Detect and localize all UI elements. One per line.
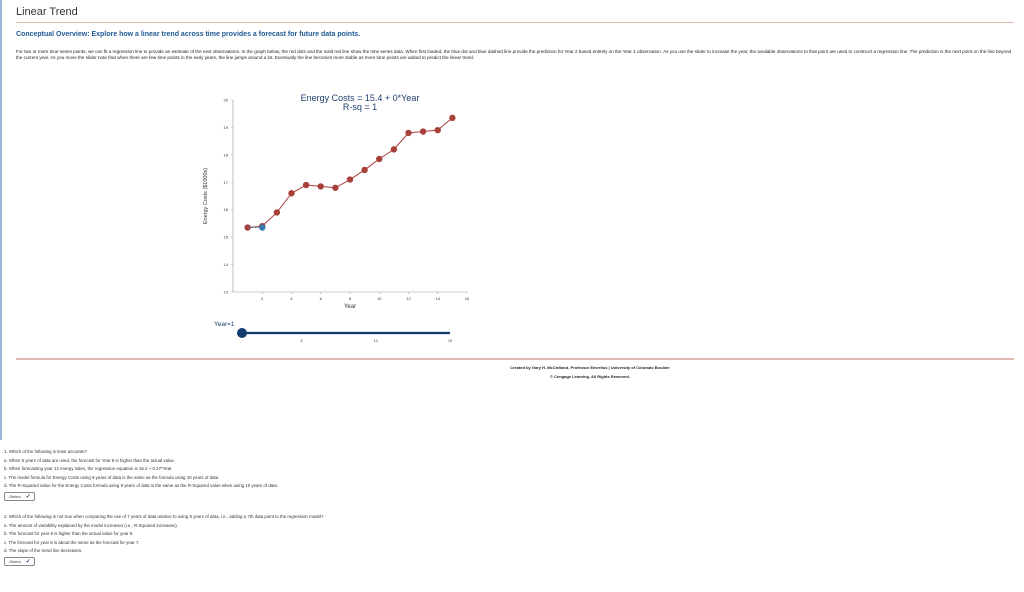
x-tick-label: 6 — [320, 296, 323, 301]
intro-text: For two or more time series points, we c… — [16, 49, 1012, 61]
answer-select[interactable]: -Select- ✓ — [4, 491, 35, 501]
chart-subtitle: R-sq = 1 — [343, 102, 377, 112]
data-point — [434, 126, 441, 134]
slider-tick-label: 10 — [374, 339, 378, 343]
select-label: -Select- — [8, 493, 22, 499]
line-chart: Energy Costs = 15.4 + 0*Year R-sq = 1 Ye… — [203, 93, 470, 343]
data-point — [317, 183, 324, 190]
page-title: Linear Trend — [16, 6, 78, 18]
select-label: -Select- — [8, 558, 22, 564]
x-tick-label: 16 — [465, 296, 470, 301]
data-point — [332, 184, 339, 191]
data-point — [273, 209, 281, 216]
option: c. The model formula for Energy Costs us… — [4, 474, 220, 480]
option: b. The forecast for year 8 is higher tha… — [4, 531, 134, 536]
option: b. When forecasting year 12 energy sales… — [4, 466, 173, 471]
divider — [16, 22, 1014, 23]
x-tick-label: 14 — [436, 296, 441, 301]
chevron-down-icon: ✓ — [25, 558, 31, 565]
option: c. The forecast for year 8 is about the … — [4, 539, 140, 545]
x-tick-label: 8 — [349, 296, 352, 301]
x-axis-label: Year — [344, 304, 356, 310]
y-tick-label: 20 — [224, 98, 229, 103]
question-prompt: 2. Which of the following is not true wh… — [4, 514, 324, 519]
answer-select[interactable]: -Select- ✓ — [4, 556, 35, 566]
y-tick-label: 18 — [224, 152, 229, 157]
slider-handle[interactable] — [237, 328, 247, 338]
question-1: 1. Which of the following is least accur… — [4, 448, 278, 501]
y-tick-label: 14 — [224, 262, 229, 267]
option: a. When 8 years of data are used, the fo… — [4, 457, 176, 463]
credit-text: Created by Gary H. McClelland, Professor… — [510, 365, 670, 370]
question-2: 2. Which of the following is not true wh… — [4, 513, 324, 566]
option: d. The slope of the trend line decreases… — [4, 548, 83, 553]
data-point — [302, 181, 310, 189]
y-tick-label: 19 — [224, 125, 229, 130]
question-prompt: 1. Which of the following is least accur… — [4, 449, 87, 454]
data-point — [361, 166, 368, 174]
data-point — [405, 129, 412, 137]
option: a. The amount of variability explained b… — [4, 522, 178, 528]
x-tick-label: 10 — [377, 296, 382, 301]
option: d. The R-Squared value for the Energy Co… — [4, 483, 278, 488]
x-tick-label: 12 — [406, 296, 411, 301]
data-point — [390, 146, 398, 153]
chevron-down-icon: ✓ — [25, 493, 31, 500]
x-tick-label: 4 — [290, 296, 293, 301]
slider-tick-label: 5 — [300, 339, 302, 343]
chart-title: Energy Costs = 15.4 + 0*Year — [301, 93, 420, 103]
y-tick-label: 17 — [224, 180, 229, 185]
prediction-point — [259, 224, 266, 231]
y-axis-label: Energy Costs ($1000s) — [203, 168, 209, 224]
data-point — [346, 176, 354, 183]
x-tick-label: 2 — [261, 296, 264, 301]
year-slider[interactable]: 5 10 15 — [237, 328, 452, 343]
data-point — [419, 128, 427, 135]
page-subtitle: Conceptual Overview: Explore how a linea… — [16, 31, 361, 38]
data-point — [376, 155, 383, 163]
left-border — [0, 0, 2, 440]
y-tick-label: 15 — [224, 235, 229, 240]
y-tick-label: 13 — [224, 290, 229, 295]
slider-tick-label: 15 — [448, 339, 452, 343]
divider — [16, 358, 1014, 360]
data-point — [449, 114, 456, 122]
y-tick-label: 16 — [224, 207, 229, 212]
slider-label: Year=1 — [214, 321, 235, 328]
data-point — [288, 190, 295, 197]
copyright-text: © Cengage Learning. All Rights Reserved. — [550, 374, 630, 379]
